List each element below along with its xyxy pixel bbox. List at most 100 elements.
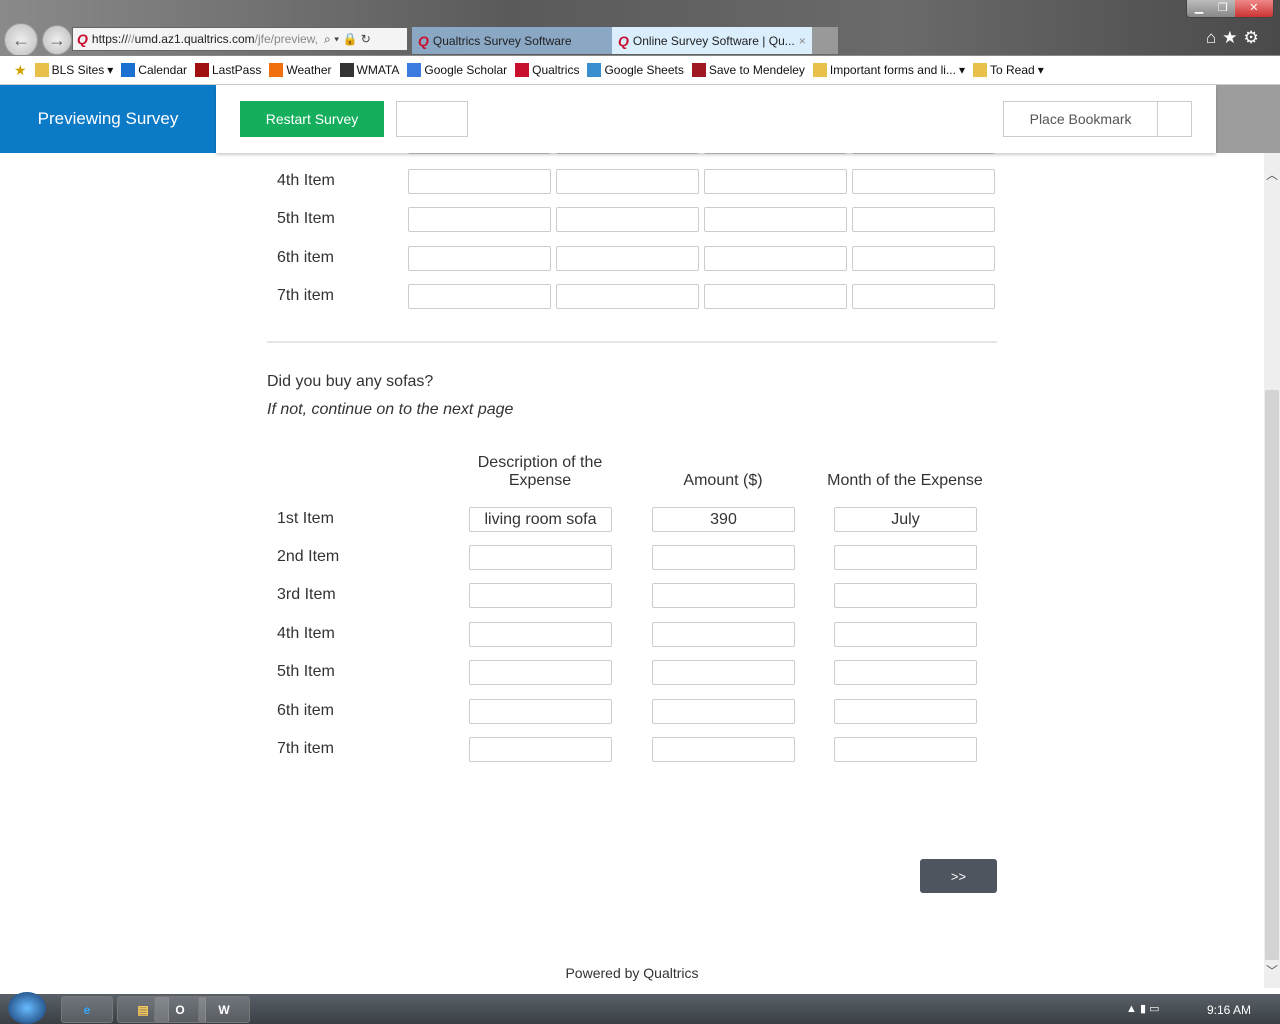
matrix-input[interactable]	[704, 284, 847, 309]
place-bookmark-button[interactable]: Place Bookmark	[1003, 101, 1192, 137]
expense-input[interactable]	[652, 583, 795, 608]
expense-input[interactable]	[469, 699, 612, 724]
question-subtext: If not, continue on to the next page	[267, 401, 514, 418]
qualtrics-icon: Q	[418, 32, 429, 49]
add-favorite-icon[interactable]: ★	[14, 61, 27, 78]
question-divider	[267, 341, 997, 343]
matrix-input[interactable]	[556, 246, 699, 271]
bookmark-bls-sites[interactable]: BLS Sites ▾	[34, 63, 114, 77]
home-icon[interactable]: ⌂	[1206, 28, 1223, 47]
close-icon[interactable]: ✕	[1234, 0, 1273, 17]
bookmark-lastpass[interactable]: LastPass	[195, 63, 261, 77]
expense-input[interactable]	[469, 545, 612, 570]
address-bar[interactable]: Q https:////umd.az1.qualtrics.com/jfe/pr…	[72, 27, 408, 51]
back-button[interactable]: ←	[4, 23, 38, 57]
matrix-input[interactable]	[852, 284, 995, 309]
matrix-input[interactable]	[408, 246, 551, 271]
expense-input[interactable]	[652, 622, 795, 647]
outlook-taskbar-icon[interactable]: O	[154, 996, 206, 1023]
scrollbar-thumb[interactable]	[1265, 390, 1279, 960]
expense-input[interactable]	[834, 737, 977, 762]
matrix-input[interactable]	[704, 207, 847, 232]
expense-input[interactable]	[834, 545, 977, 570]
row-label: 2nd Item	[277, 548, 340, 565]
matrix-input[interactable]	[408, 207, 551, 232]
search-icon[interactable]: ⌕ ▾ 🔒 ↻	[324, 31, 371, 46]
expense-input[interactable]	[834, 622, 977, 647]
folder-icon	[34, 63, 49, 77]
forward-button[interactable]: →	[42, 25, 72, 55]
sun-icon	[269, 63, 284, 77]
matrix-input[interactable]	[704, 246, 847, 271]
ie-taskbar-icon[interactable]: e	[61, 996, 113, 1023]
close-tab-icon[interactable]: ×	[798, 33, 806, 48]
favorites-star-icon[interactable]: ★	[1222, 28, 1244, 47]
gear-icon[interactable]: ⚙	[1243, 28, 1265, 47]
expense-input[interactable]	[469, 583, 612, 608]
expense-input[interactable]	[469, 622, 612, 647]
bookmark-qualtrics[interactable]: Qualtrics	[515, 63, 579, 77]
ie-page-icon	[587, 63, 602, 77]
expense-input[interactable]	[834, 699, 977, 724]
qualtrics-icon: Q	[618, 32, 629, 49]
tab-online-survey-software[interactable]: Q Online Survey Software | Qu... ×	[612, 27, 812, 54]
expense-input[interactable]	[652, 660, 795, 685]
matrix-input[interactable]	[408, 284, 551, 309]
window-controls: ▁ ❐ ✕	[1186, 0, 1274, 18]
restore-icon[interactable]: ❐	[1210, 0, 1235, 17]
word-taskbar-icon[interactable]: W	[198, 996, 250, 1023]
expense-input[interactable]	[834, 660, 977, 685]
bookmark-google-sheets[interactable]: Google Sheets	[587, 63, 684, 77]
expense-input[interactable]	[834, 583, 977, 608]
matrix-input[interactable]	[556, 169, 699, 194]
minimize-icon[interactable]: ▁	[1187, 0, 1211, 17]
expense-input[interactable]: 390	[652, 507, 795, 532]
matrix-input[interactable]	[852, 207, 995, 232]
blank-header-button[interactable]	[396, 101, 468, 137]
next-button[interactable]: >>	[920, 859, 997, 893]
chevron-down-icon[interactable]: ▾	[1037, 63, 1044, 77]
start-button[interactable]	[8, 992, 46, 1024]
matrix-input[interactable]	[852, 169, 995, 194]
question-text: Did you buy any sofas?	[267, 373, 434, 390]
tab-qualtrics-survey-software[interactable]: Q Qualtrics Survey Software	[412, 27, 612, 54]
expense-input[interactable]	[652, 699, 795, 724]
explorer-taskbar-icon[interactable]: ▤	[117, 996, 169, 1023]
matrix-input[interactable]	[704, 169, 847, 194]
bookmark-wmata[interactable]: WMATA	[339, 63, 399, 77]
bookmark-important-forms-and-li[interactable]: Important forms and li... ▾	[812, 63, 965, 77]
network-icon[interactable]: ▭	[1149, 1003, 1160, 1015]
matrix-input[interactable]	[556, 284, 699, 309]
expense-input[interactable]	[469, 737, 612, 762]
bookmark-save-to-mendeley[interactable]: Save to Mendeley	[691, 63, 805, 77]
matrix-input[interactable]	[408, 169, 551, 194]
new-tab-button[interactable]	[812, 27, 838, 54]
expense-input[interactable]	[469, 660, 612, 685]
scroll-down-icon[interactable]: ﹀	[1266, 964, 1279, 978]
matrix-input[interactable]	[852, 246, 995, 271]
scroll-up-icon[interactable]: ︿	[1266, 168, 1279, 182]
tray-expand-icon[interactable]: ▲	[1126, 1003, 1137, 1015]
chevron-down-icon[interactable]: ▾	[107, 63, 114, 77]
expense-input[interactable]: living room sofa	[469, 507, 612, 532]
expense-input[interactable]	[652, 545, 795, 570]
powered-by-footer[interactable]: Powered by Qualtrics	[565, 965, 699, 981]
bookmark-calendar[interactable]: Calendar	[121, 63, 187, 77]
expense-input[interactable]: July	[834, 507, 977, 532]
bookmark-to-read[interactable]: To Read ▾	[972, 63, 1044, 77]
bookmark-google-scholar[interactable]: Google Scholar	[407, 63, 507, 77]
clock[interactable]: 9:16 AM	[1207, 1003, 1252, 1017]
expense-input[interactable]	[652, 737, 795, 762]
chevron-down-icon[interactable]: ▾	[958, 63, 965, 77]
restart-survey-button[interactable]: Restart Survey	[240, 101, 384, 137]
lastpass-icon	[195, 63, 209, 77]
scholar-icon	[407, 63, 422, 77]
bookmark-weather[interactable]: Weather	[269, 63, 332, 77]
column-header: Month of the Expense	[827, 472, 983, 489]
matrix-input[interactable]	[556, 207, 699, 232]
mendeley-icon	[691, 63, 706, 77]
row-label: 4th Item	[277, 172, 335, 189]
bookmark-dropdown[interactable]	[1157, 102, 1191, 136]
power-icon[interactable]: ▮	[1139, 1003, 1147, 1015]
row-label: 5th Item	[277, 210, 335, 227]
